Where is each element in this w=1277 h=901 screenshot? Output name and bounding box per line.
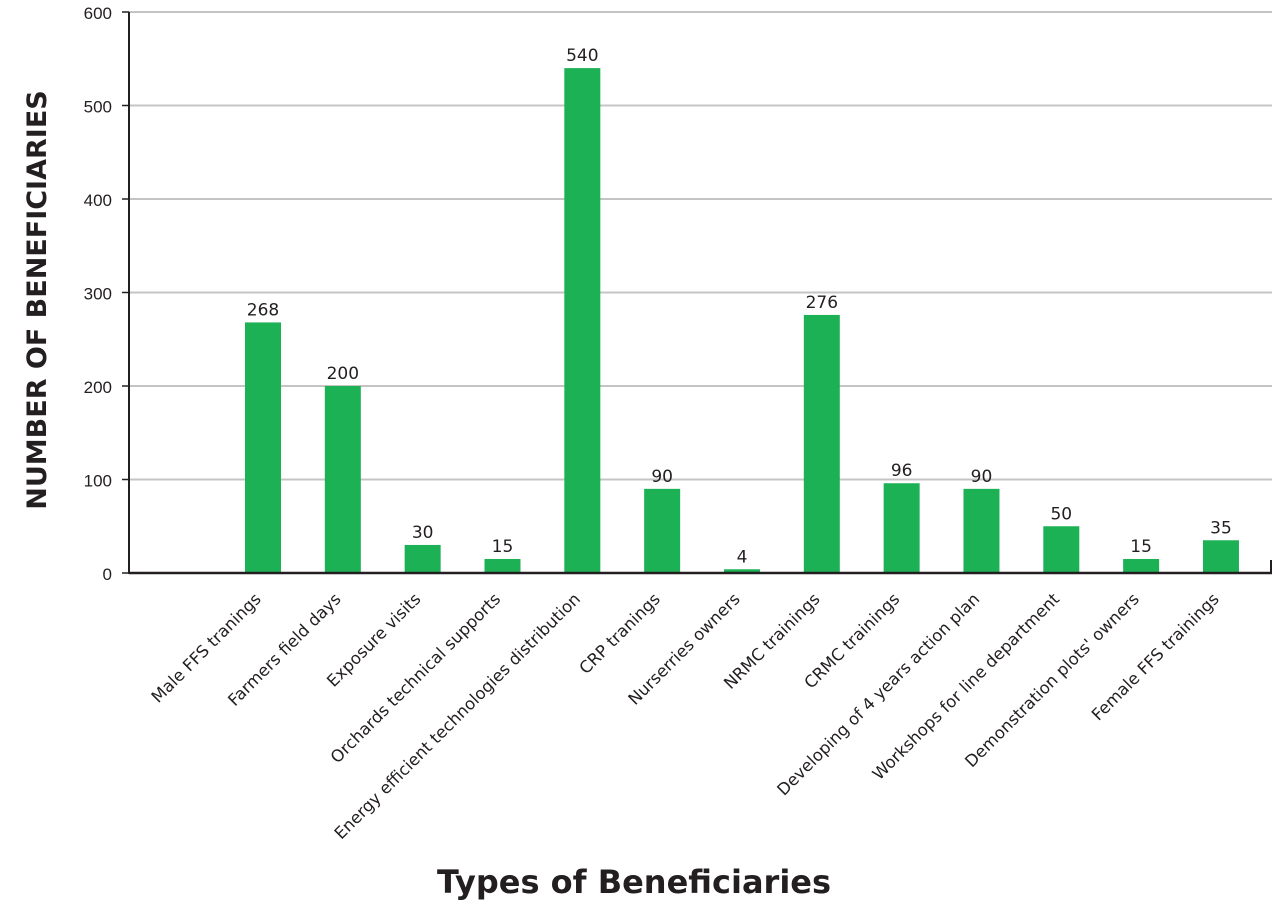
y-tick-label: 500 [84,98,112,117]
y-tick-label: 300 [84,285,112,304]
bar [1202,540,1239,573]
category-label: CRP tranings [576,589,664,677]
bar [723,569,760,573]
bar [883,483,920,573]
gridlines [129,11,1272,481]
y-tick-label: 400 [84,191,112,210]
y-axis-title: NUMBER OF BENEFICIARIES [22,90,53,509]
bar [644,488,681,573]
data-label: 268 [247,300,279,320]
bar [564,68,601,573]
data-label: 96 [891,461,913,481]
data-label: 50 [1050,504,1072,524]
bar [245,322,281,573]
bars [245,68,1239,573]
data-label: 30 [412,523,434,543]
data-label: 90 [651,467,673,487]
bar [404,544,441,573]
bar [484,558,521,573]
bar [803,314,840,573]
y-tick-label: 100 [84,472,112,491]
bar [324,386,361,573]
y-tick-label: 600 [84,4,112,23]
category-label: Demonstration plots' owners [961,589,1143,771]
data-label: 200 [327,364,359,384]
data-label: 4 [737,547,748,567]
bar [1123,558,1160,573]
data-label: 15 [492,537,514,557]
bar [963,488,1000,573]
x-axis-title: Types of Beneficiaries [437,863,831,901]
value-labels: 268 200 30 15 540 90 4 276 96 90 50 15 35 [247,46,1232,567]
data-label: 540 [566,46,598,66]
y-axis-ticks: 0 100 200 300 400 500 600 [84,4,129,584]
data-label: 90 [971,467,993,487]
category-label: Orchards technical supports [327,589,504,766]
y-tick-label: 0 [103,565,112,584]
data-label: 35 [1210,518,1232,538]
data-label: 276 [806,293,838,313]
bar [1043,526,1080,573]
data-label: 15 [1130,537,1152,557]
y-tick-label: 200 [84,378,112,397]
